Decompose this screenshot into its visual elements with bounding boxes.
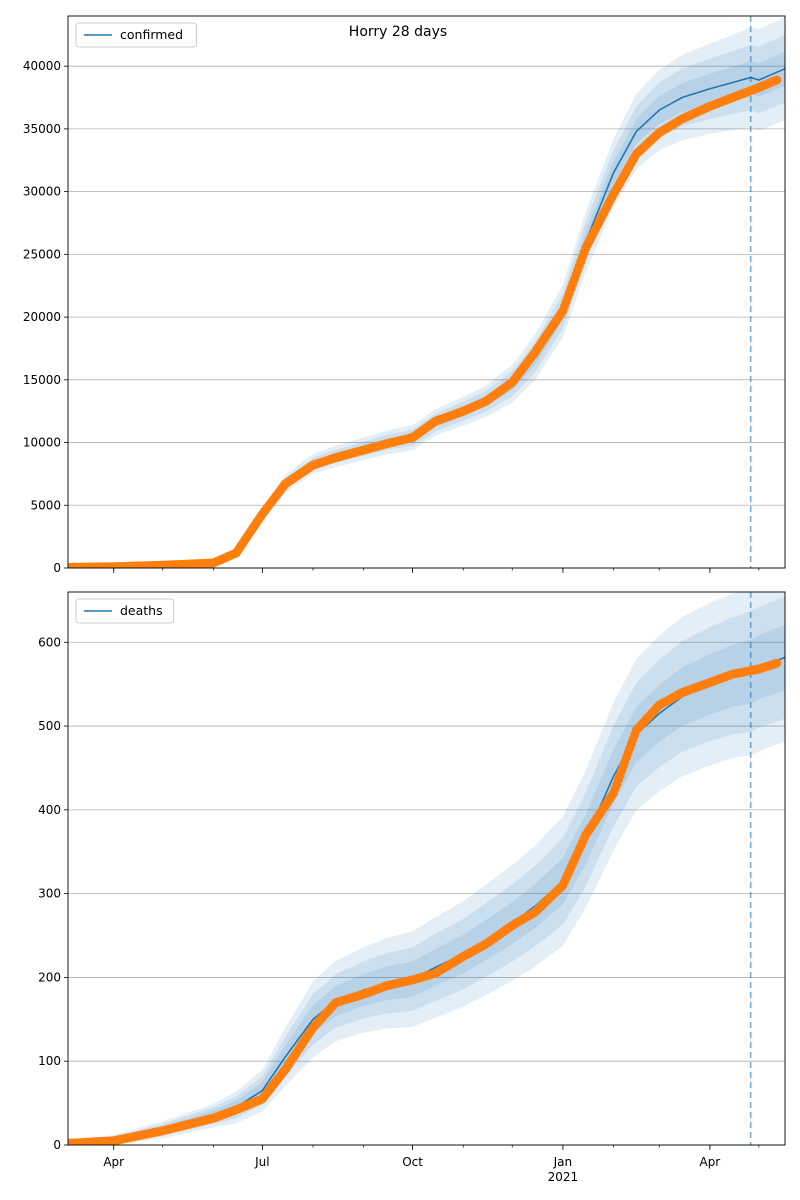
legend-label: confirmed [120, 27, 183, 42]
y-tick-label: 600 [38, 635, 61, 649]
observed-points [68, 75, 782, 568]
uncertainty-band [68, 592, 785, 1145]
y-tick-label: 500 [38, 719, 61, 733]
figure-title: Horry 28 days [349, 24, 447, 40]
y-tick-label: 0 [53, 1138, 61, 1152]
y-tick-label: 10000 [23, 436, 61, 450]
legend: confirmed [75, 22, 197, 48]
y-tick-label: 15000 [23, 373, 61, 387]
legend-label: deaths [120, 603, 163, 618]
deaths-chart-panel: 0 100 200 300 400 500 600 Apr Jul Oct Jan Apr 2021 de… [38, 591, 786, 1184]
legend: deaths [75, 598, 175, 624]
y-tick-label: 40000 [23, 59, 61, 73]
y-tick-label: 30000 [23, 185, 61, 199]
x-year-label: 2021 [548, 1170, 579, 1184]
y-tick-label: 400 [38, 803, 61, 817]
confirmed-chart-panel: 0 5000 10000 15000 20000 25000 30000 35000 40000… [23, 15, 786, 575]
axes-frame [67, 591, 786, 1146]
uncertainty-band [68, 596, 785, 1145]
x-tick-label: Oct [402, 1155, 423, 1169]
y-tick-label: 35000 [23, 122, 61, 136]
legend-box [75, 598, 175, 624]
y-tick-label: 200 [38, 970, 61, 984]
y-tick-label: 25000 [23, 247, 61, 261]
uncertainty-band [68, 17, 785, 567]
axes-frame [67, 15, 786, 569]
y-tick-label: 0 [53, 561, 61, 575]
observed-point [772, 658, 782, 668]
observed-points [68, 658, 782, 1145]
legend-box [75, 22, 197, 48]
x-tick-label: Jan [553, 1155, 573, 1169]
y-tick-label: 5000 [30, 498, 61, 512]
model-line [68, 67, 785, 568]
observed-point [772, 75, 782, 85]
x-tick-label: Apr [103, 1155, 124, 1169]
y-tick-label: 20000 [23, 310, 61, 324]
y-tick-label: 100 [38, 1054, 61, 1068]
x-tick-label: Jul [254, 1155, 269, 1169]
y-tick-label: 300 [38, 887, 61, 901]
x-tick-label: Apr [699, 1155, 720, 1169]
